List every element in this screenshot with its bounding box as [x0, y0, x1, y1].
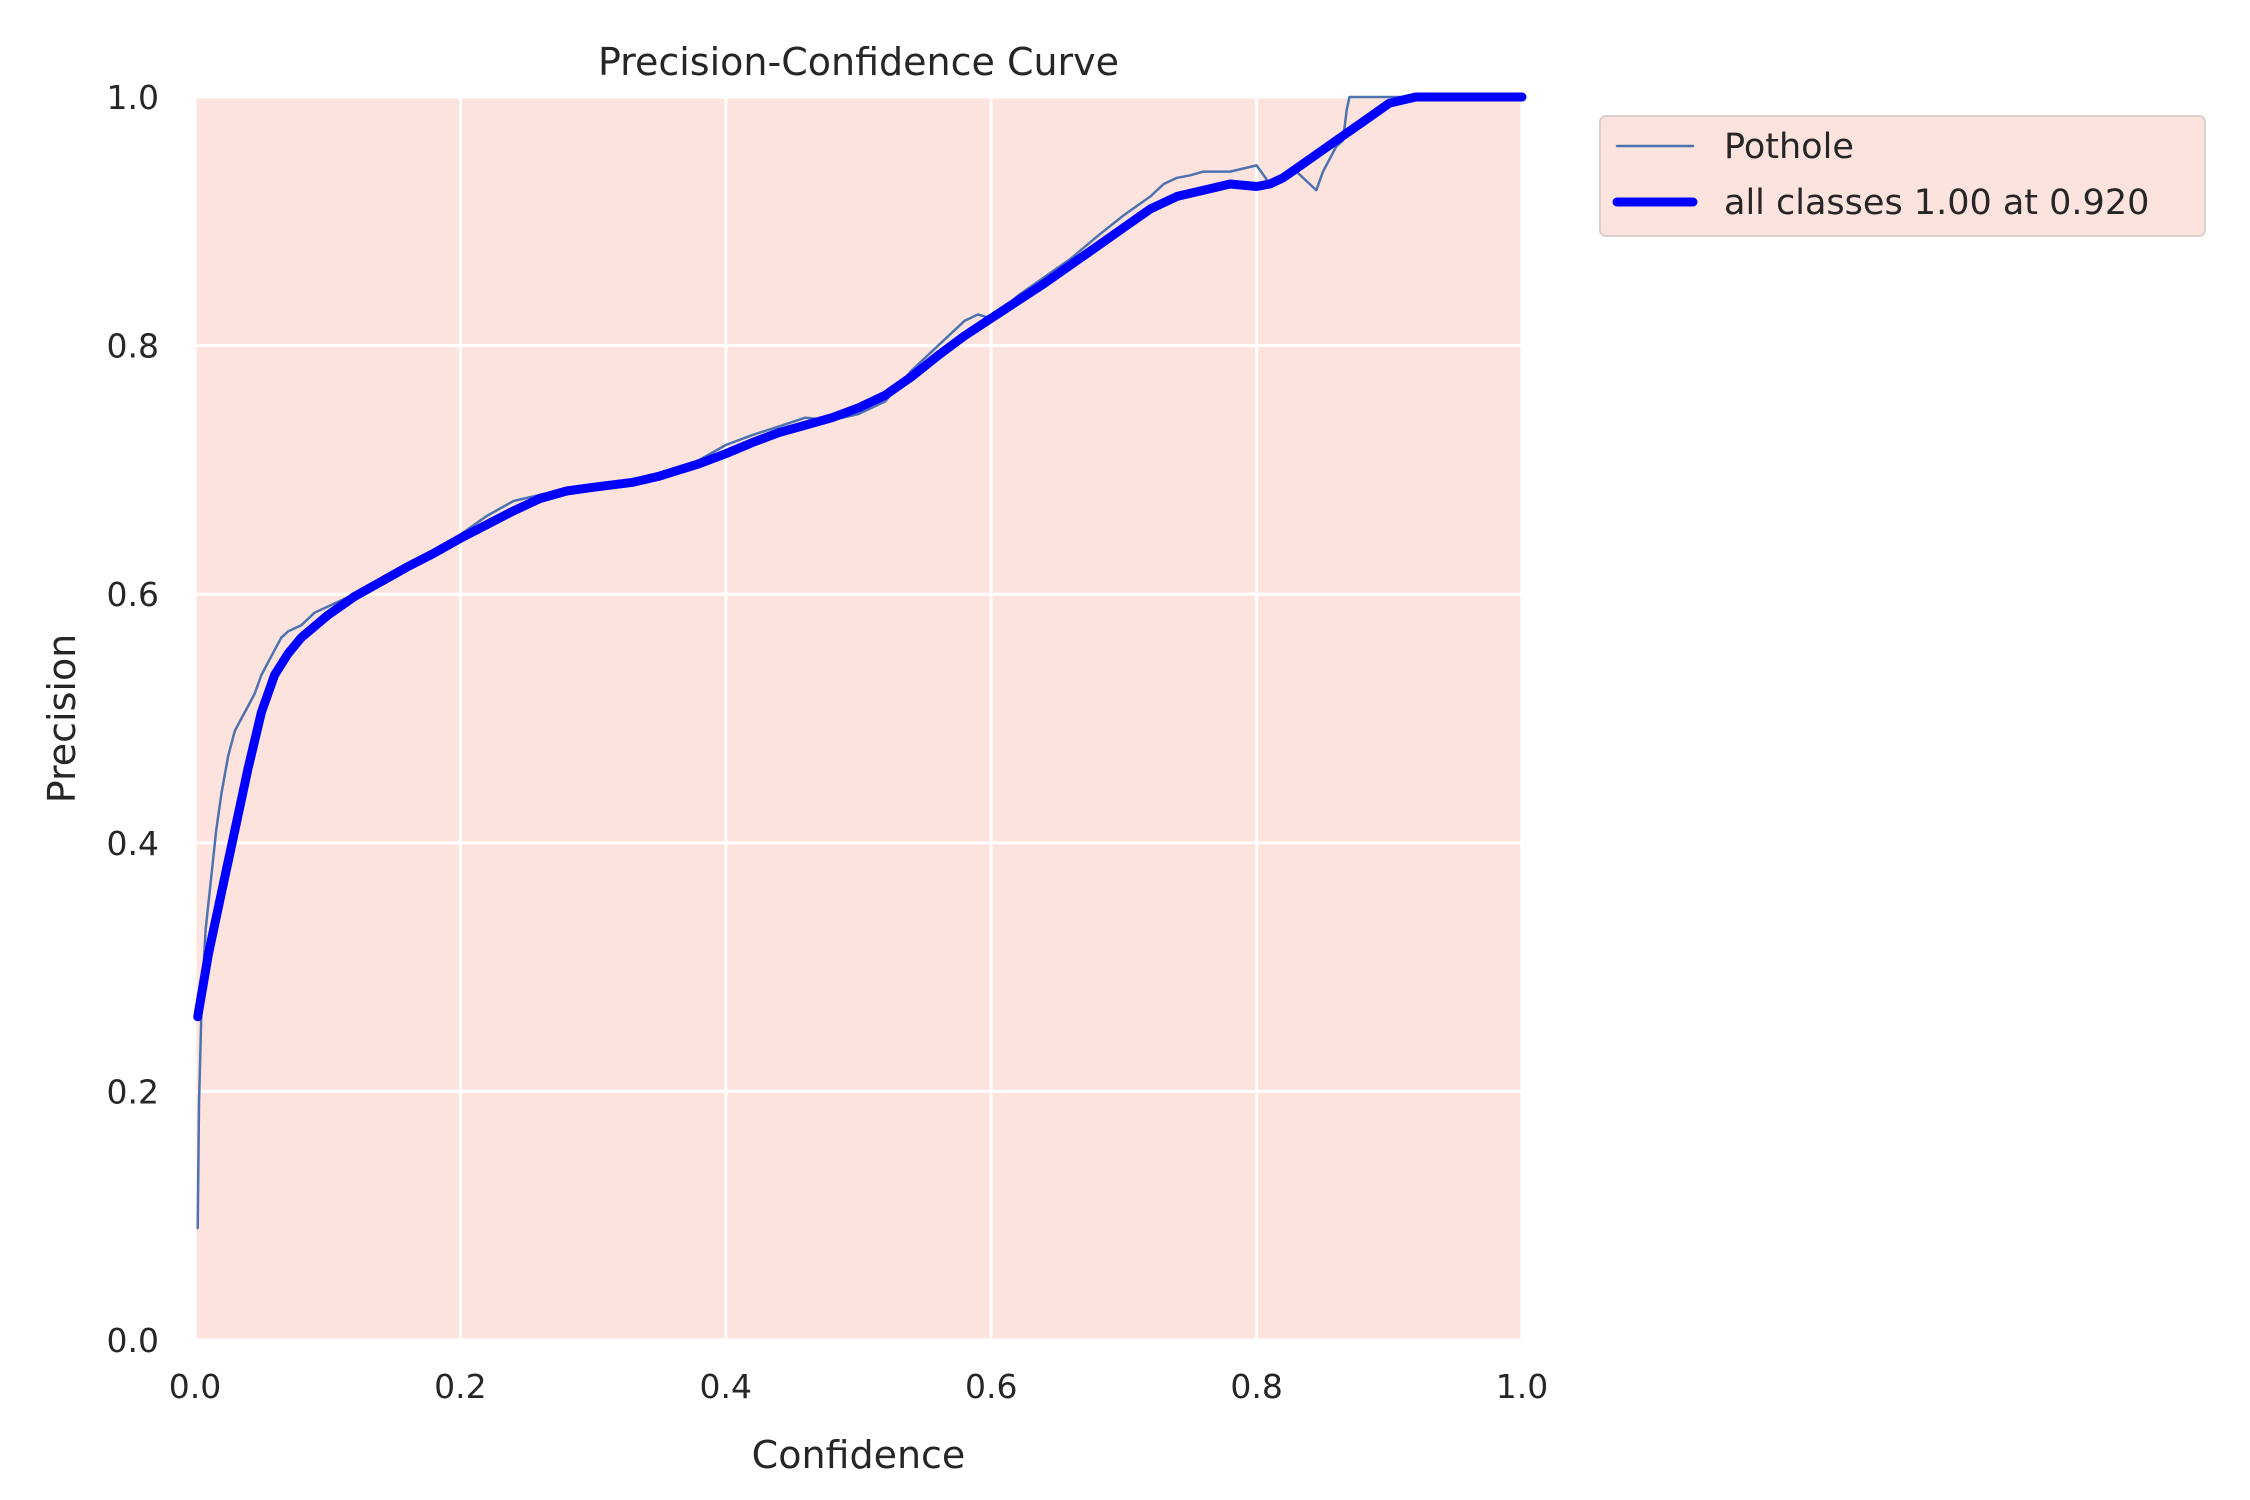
x-tick-label: 0.4: [700, 1367, 752, 1406]
x-tick-label: 0.2: [434, 1367, 486, 1406]
x-tick-label: 0.0: [169, 1367, 221, 1406]
chart-title: Precision-Confidence Curve: [598, 40, 1119, 84]
legend: Pothole all classes 1.00 at 0.920: [1599, 115, 2206, 237]
series-lines: [193, 92, 1527, 1230]
y-tick-label: 0.6: [107, 575, 159, 614]
grid-lines: [193, 95, 1524, 1342]
x-axis-label: Confidence: [752, 1433, 966, 1477]
y-tick-label: 1.0: [107, 78, 159, 117]
plot-area: [195, 97, 1522, 1340]
y-tick-label: 0.2: [107, 1072, 159, 1111]
y-tick-label: 0.4: [107, 824, 159, 863]
legend-label-pothole: Pothole: [1724, 127, 1854, 167]
x-tick-label: 0.8: [1230, 1367, 1282, 1406]
series-line-all-classes: [193, 92, 1527, 1022]
legend-box: [1599, 115, 2206, 237]
tick-labels: 0.0 0.2 0.4 0.6 0.8 1.0 0.0 0.2 0.4 0.6 0.8 1.0: [107, 78, 1549, 1406]
y-tick-label: 0.0: [107, 1321, 159, 1360]
x-tick-label: 1.0: [1496, 1367, 1548, 1406]
legend-label-all-classes: all classes 1.00 at 0.920: [1724, 183, 2149, 223]
y-axis-label: Precision: [40, 634, 84, 804]
y-tick-label: 0.8: [107, 327, 159, 366]
x-tick-label: 0.6: [965, 1367, 1017, 1406]
